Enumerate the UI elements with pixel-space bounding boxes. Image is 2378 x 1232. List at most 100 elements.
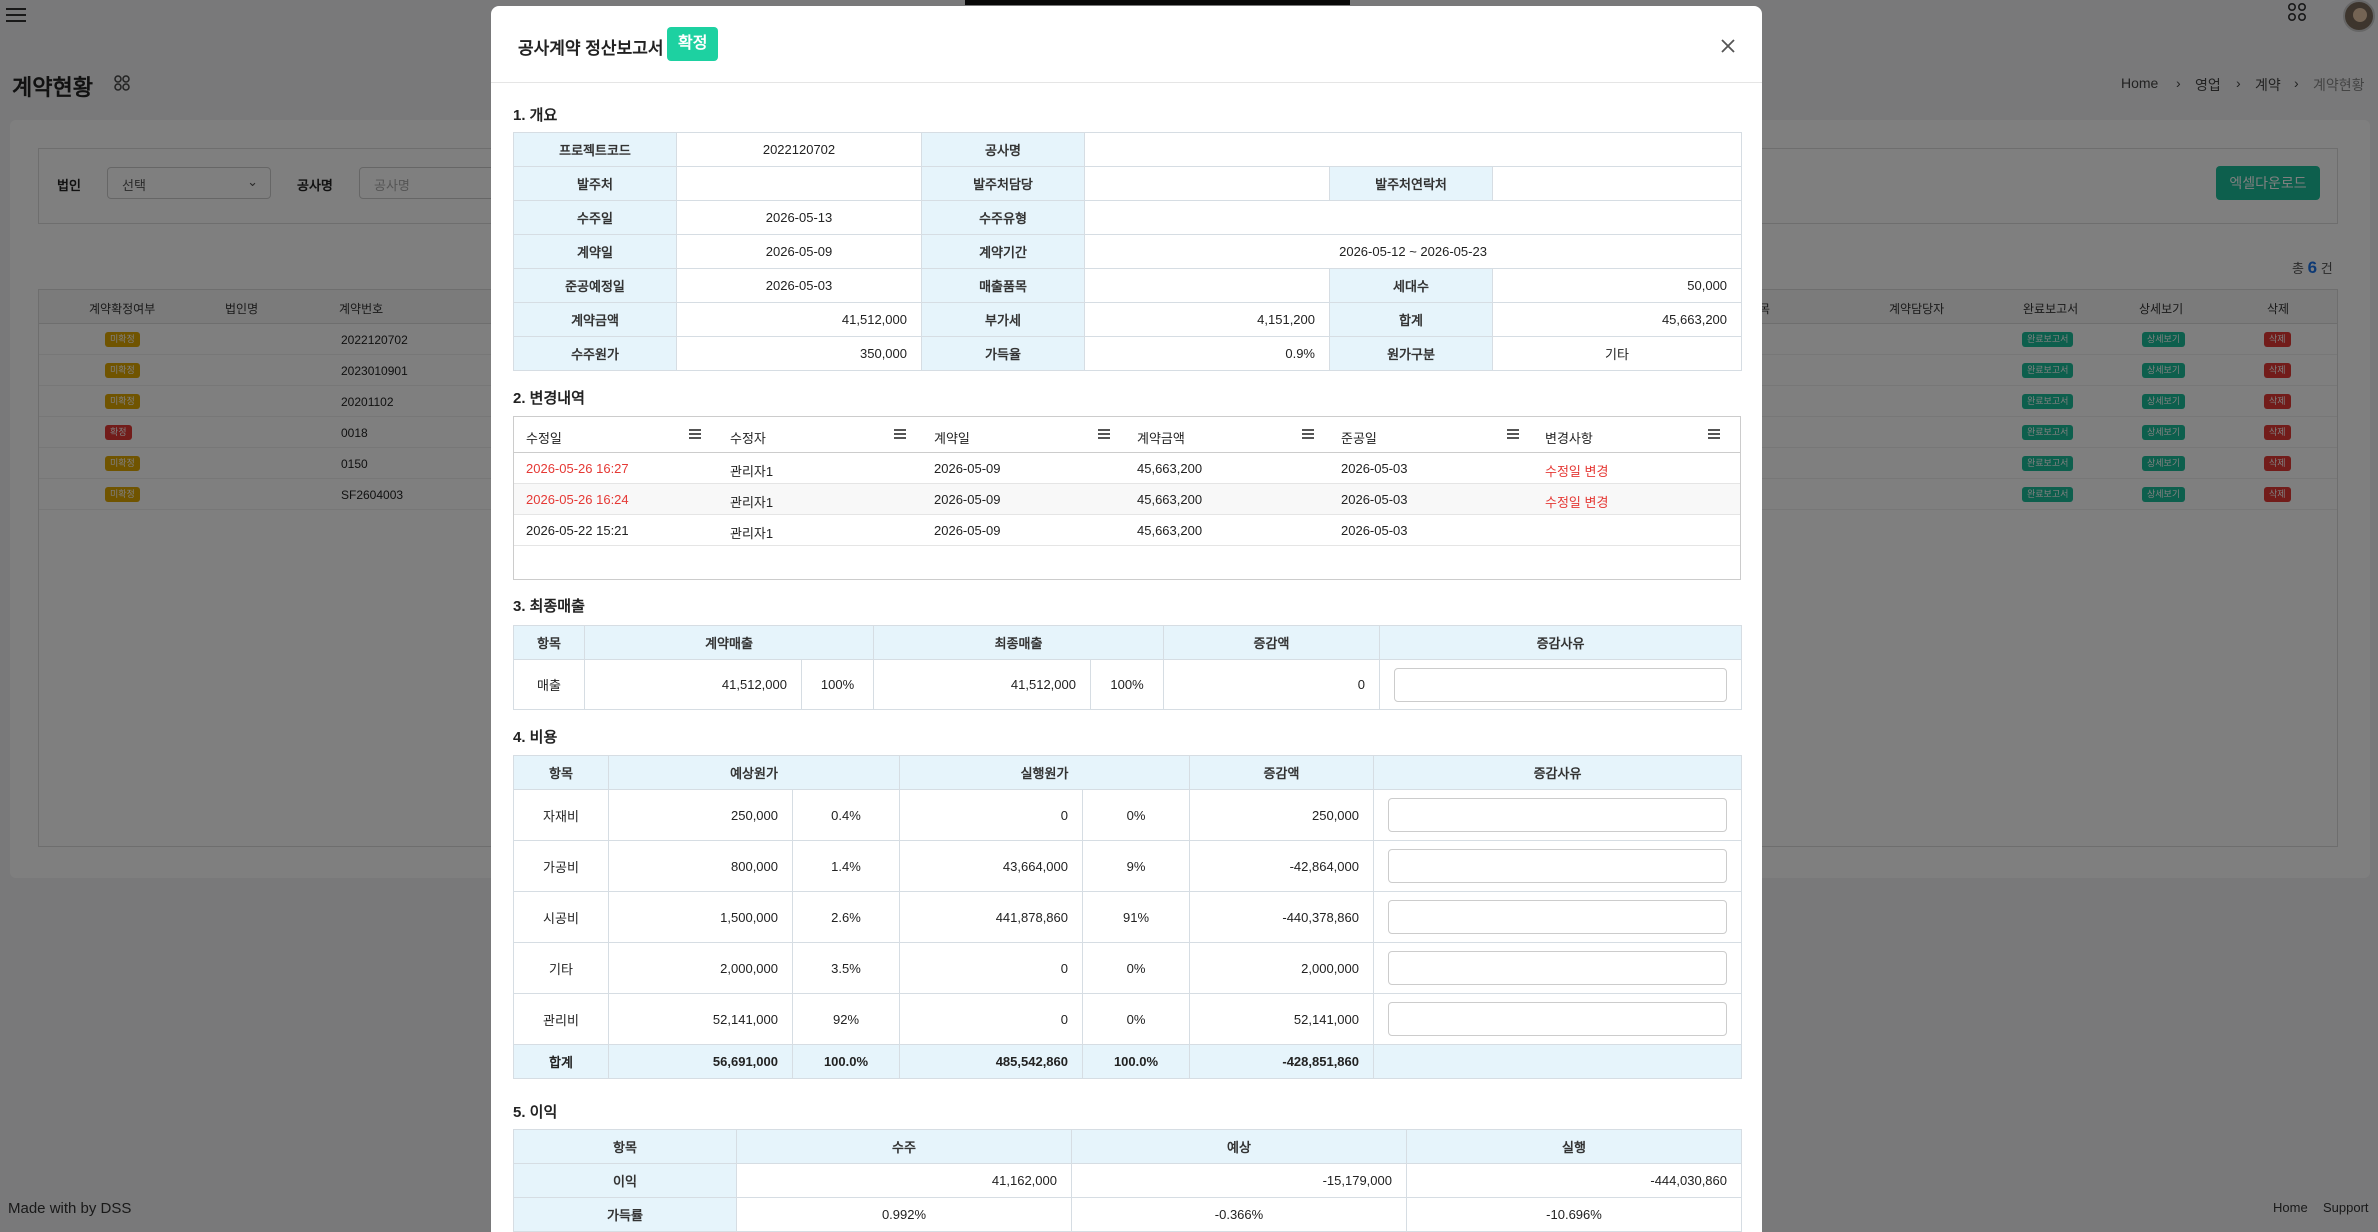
rate-label: 가득률 bbox=[513, 1197, 737, 1232]
settlement-report-modal: 공사계약 정산보고서 확정 1. 개요 프로젝트코드 2022120702 공사… bbox=[491, 6, 1762, 1232]
cost-row: 가공비 800,000 1.4% 43,664,000 9% -42,864,000 bbox=[513, 840, 1742, 892]
item-cell: 관리비 bbox=[513, 993, 609, 1045]
final-sales-cell: 41,512,000 bbox=[873, 659, 1091, 710]
rate-act: -10.696% bbox=[1406, 1197, 1742, 1232]
overview-table: 프로젝트코드 2022120702 공사명 발주처 발주처담당 발주처연락처 수… bbox=[513, 132, 1743, 371]
reason-input[interactable] bbox=[1394, 667, 1727, 702]
col-header: 증감사유 bbox=[1379, 625, 1742, 660]
item-cell: 시공비 bbox=[513, 891, 609, 943]
cost-total-row: 합계 56,691,000 100.0% 485,542,860 100.0% … bbox=[513, 1044, 1742, 1079]
profit-act: -444,030,860 bbox=[1406, 1163, 1742, 1198]
col-header: 증감액 bbox=[1163, 625, 1380, 660]
section-changes-title: 2. 변경내역 bbox=[513, 390, 585, 407]
col-header[interactable]: 준공일 bbox=[1341, 431, 1377, 446]
cell: 2026-05-22 15:21 bbox=[526, 523, 629, 538]
rate-order: 0.992% bbox=[736, 1197, 1072, 1232]
status-badge: 확정 bbox=[667, 27, 719, 61]
profit-order: 41,162,000 bbox=[736, 1163, 1072, 1198]
reason-input[interactable] bbox=[1388, 849, 1727, 883]
column-menu-icon[interactable] bbox=[894, 429, 906, 439]
cell: 2026-05-03 bbox=[1341, 492, 1408, 507]
est-pct-cell: 1.4% bbox=[792, 840, 900, 892]
completion-date-value: 2026-05-03 bbox=[676, 268, 922, 303]
act-cell: 0 bbox=[899, 789, 1083, 841]
profit-est: -15,179,000 bbox=[1071, 1163, 1407, 1198]
client-manager-value bbox=[1084, 166, 1330, 201]
col-header: 예상원가 bbox=[608, 755, 900, 790]
reason-cell bbox=[1373, 993, 1742, 1045]
reason-input[interactable] bbox=[1388, 798, 1727, 832]
act-pct-cell: 0% bbox=[1082, 789, 1190, 841]
cell: 관리자1 bbox=[730, 495, 774, 510]
col-header: 항목 bbox=[513, 625, 585, 660]
cell: 2026-05-03 bbox=[1341, 461, 1408, 476]
column-menu-icon[interactable] bbox=[1507, 429, 1519, 439]
contract-amount-value: 41,512,000 bbox=[676, 302, 922, 337]
column-menu-icon[interactable] bbox=[689, 429, 701, 439]
col-header[interactable]: 수정일 bbox=[526, 431, 562, 446]
diff-cell: 2,000,000 bbox=[1189, 942, 1374, 994]
column-menu-icon[interactable] bbox=[1098, 429, 1110, 439]
est-cell: 1,500,000 bbox=[608, 891, 793, 943]
order-cost-label: 수주원가 bbox=[513, 336, 677, 371]
table-row[interactable]: 2026-05-26 16:24 관리자1 2026-05-09 45,663,200… bbox=[514, 484, 1740, 515]
sum-value: 45,663,200 bbox=[1491, 302, 1743, 337]
reason-input[interactable] bbox=[1388, 900, 1727, 934]
col-header: 최종매출 bbox=[873, 625, 1164, 660]
change-history-header: 수정일 수정자 계약일 계약금액 준공일 변경사항 bbox=[514, 417, 1740, 453]
cost-type-value: 기타 bbox=[1491, 336, 1743, 371]
item-cell: 가공비 bbox=[513, 840, 609, 892]
client-contact-value bbox=[1491, 166, 1743, 201]
col-header: 수주 bbox=[736, 1129, 1072, 1164]
cell: 2026-05-26 16:24 bbox=[526, 492, 629, 507]
order-date-label: 수주일 bbox=[513, 200, 677, 235]
close-icon[interactable] bbox=[1718, 36, 1738, 56]
est-cell: 250,000 bbox=[608, 789, 793, 841]
cell: 수정일 변경 bbox=[1545, 495, 1609, 510]
col-header[interactable]: 계약일 bbox=[934, 431, 970, 446]
diff-cell: -428,851,860 bbox=[1189, 1044, 1374, 1079]
cell: 45,663,200 bbox=[1137, 523, 1203, 538]
cell: 2026-05-09 bbox=[934, 492, 1001, 507]
cell: 관리자1 bbox=[730, 526, 774, 541]
contract-date-label: 계약일 bbox=[513, 234, 677, 269]
table-row[interactable]: 2026-05-22 15:21 관리자1 2026-05-09 45,663,200… bbox=[514, 515, 1740, 546]
est-cell: 2,000,000 bbox=[608, 942, 793, 994]
item-cell: 기타 bbox=[513, 942, 609, 994]
cell: 수정일 변경 bbox=[1545, 464, 1609, 479]
est-cell: 56,691,000 bbox=[608, 1044, 793, 1079]
client-value bbox=[676, 166, 922, 201]
reason-input[interactable] bbox=[1388, 1002, 1727, 1036]
households-value: 50,000 bbox=[1491, 268, 1743, 303]
cell: 2026-05-09 bbox=[934, 523, 1001, 538]
sum-label: 합계 bbox=[1329, 302, 1493, 337]
contract-period-label: 계약기간 bbox=[921, 234, 1085, 269]
col-header: 예상 bbox=[1071, 1129, 1407, 1164]
vat-label: 부가세 bbox=[921, 302, 1085, 337]
item-cell: 합계 bbox=[513, 1044, 609, 1079]
table-row[interactable]: 2026-05-26 16:27 관리자1 2026-05-09 45,663,200… bbox=[514, 453, 1740, 484]
cost-row: 자재비 250,000 0.4% 0 0% 250,000 bbox=[513, 789, 1742, 841]
est-pct-cell: 92% bbox=[792, 993, 900, 1045]
column-menu-icon[interactable] bbox=[1708, 429, 1720, 439]
reason-cell bbox=[1373, 840, 1742, 892]
est-cell: 52,141,000 bbox=[608, 993, 793, 1045]
column-menu-icon[interactable] bbox=[1302, 429, 1314, 439]
est-pct-cell: 3.5% bbox=[792, 942, 900, 994]
project-code-value: 2022120702 bbox=[676, 132, 922, 167]
act-pct-cell: 0% bbox=[1082, 942, 1190, 994]
contract-sales-cell: 41,512,000 bbox=[584, 659, 802, 710]
final-pct-cell: 100% bbox=[1090, 659, 1164, 710]
reason-input[interactable] bbox=[1388, 951, 1727, 985]
diff-cell: 0 bbox=[1163, 659, 1380, 710]
col-header[interactable]: 수정자 bbox=[730, 431, 766, 446]
section-cost-title: 4. 비용 bbox=[513, 729, 558, 746]
col-header[interactable]: 계약금액 bbox=[1137, 431, 1185, 446]
reason-cell bbox=[1373, 891, 1742, 943]
reason-cell bbox=[1379, 659, 1742, 710]
diff-cell: -42,864,000 bbox=[1189, 840, 1374, 892]
col-header[interactable]: 변경사항 bbox=[1545, 431, 1593, 446]
col-header: 실행 bbox=[1406, 1129, 1742, 1164]
margin-label: 가득율 bbox=[921, 336, 1085, 371]
households-label: 세대수 bbox=[1329, 268, 1493, 303]
